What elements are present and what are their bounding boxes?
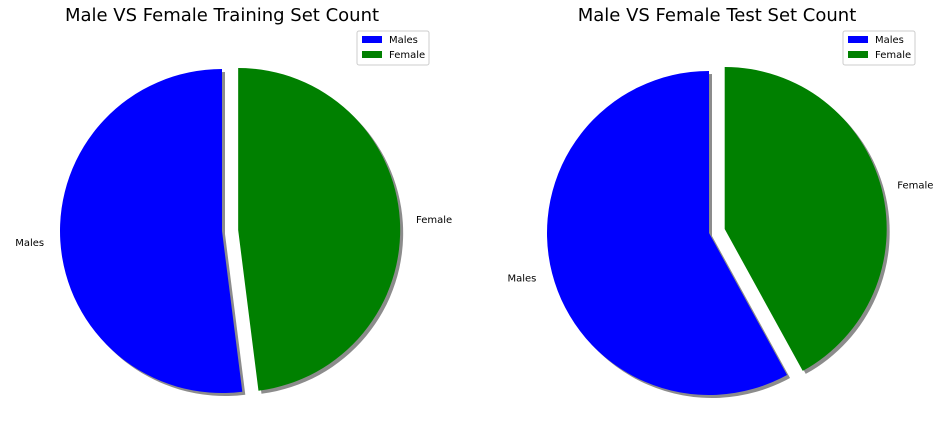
slice-label-female: Female — [897, 181, 933, 192]
legend-swatch-female — [848, 51, 868, 58]
slice-label-female: Female — [416, 215, 452, 226]
legend-swatch-males — [362, 36, 382, 43]
legend: Males Female — [842, 30, 916, 66]
legend: Males Female — [356, 30, 430, 66]
slice-label-males: Males — [507, 273, 536, 284]
legend-label-males: Males — [875, 35, 904, 46]
legend-swatch-males — [848, 36, 868, 43]
slice-label-males: Males — [15, 238, 44, 249]
legend-label-female: Female — [389, 50, 425, 61]
legend-label-males: Males — [389, 35, 418, 46]
pie-slice-female — [724, 66, 887, 371]
legend-swatch-female — [362, 51, 382, 58]
pie-group: Males Female — [15, 67, 452, 396]
chart-training: Male VS Female Training Set Count Males F… — [15, 5, 452, 396]
chart-title: Male VS Female Test Set Count — [578, 5, 857, 26]
legend-label-female: Female — [875, 50, 911, 61]
pie-slice-males — [547, 71, 788, 395]
pie-slice-female — [238, 67, 401, 391]
chart-title: Male VS Female Training Set Count — [65, 5, 379, 26]
pie-group: Males Female — [507, 66, 933, 398]
pie-slice-males — [60, 69, 243, 393]
chart-test: Male VS Female Test Set Count Males Femal… — [507, 5, 933, 398]
